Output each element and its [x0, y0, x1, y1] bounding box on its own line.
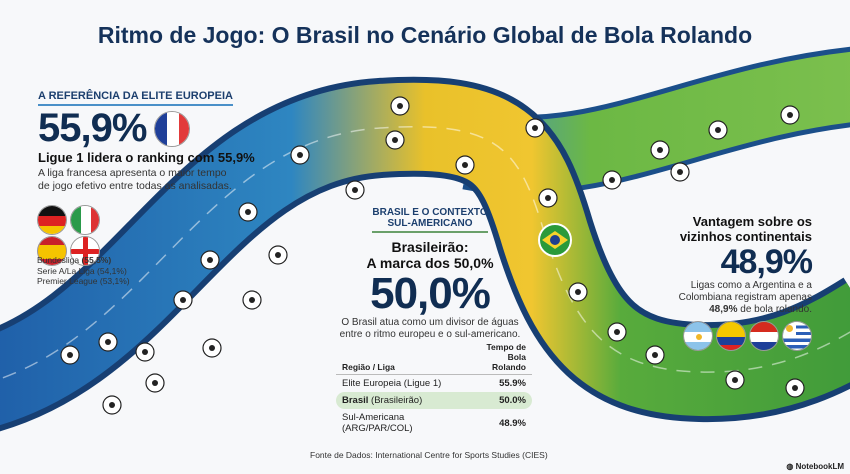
sa-flags [612, 321, 812, 351]
soccer-ball-patch [392, 137, 398, 143]
soccer-ball-patch [609, 177, 615, 183]
table-header-region: Região / Liga [336, 340, 470, 375]
uruguay-flag-icon [782, 321, 812, 351]
soccer-ball-patch [352, 187, 358, 193]
notebooklm-logo: ◍ NotebookLM [786, 462, 844, 471]
soccer-ball-patch [109, 402, 115, 408]
soccer-ball-patch [657, 147, 663, 153]
soccer-ball-patch [297, 152, 303, 158]
table-row: Sul-Americana (ARG/PAR/COL) 48.9% [342, 412, 526, 434]
soccer-ball-patch [715, 127, 721, 133]
league-item: Serie A/La Liga (54,1%) [37, 265, 127, 276]
paraguay-flag-icon [749, 321, 779, 351]
france-flag-icon [154, 110, 191, 147]
soccer-ball-patch [462, 162, 468, 168]
europe-value: 55,9% [38, 106, 147, 150]
soccer-ball-patch [152, 380, 158, 386]
soccer-ball-patch [532, 125, 538, 131]
soccer-ball-patch [249, 297, 255, 303]
brazil-description-line1: O Brasil atua como um divisor de águas [341, 317, 519, 328]
soccer-ball-patch [677, 169, 683, 175]
soccer-ball-patch [209, 345, 215, 351]
league-item: Premier League (53,1%) [37, 276, 130, 286]
table-header-time: Tempo de Bola Rolando [469, 340, 532, 375]
sa-value: 48,9% [720, 243, 813, 281]
colombia-flag-icon [716, 321, 746, 351]
page-title: Ritmo de Jogo: O Brasil no Cenário Globa… [97, 22, 753, 48]
soccer-ball-patch [142, 349, 148, 355]
soccer-ball-patch [397, 103, 403, 109]
soccer-ball-patch [652, 352, 658, 358]
soccer-ball-patch [787, 112, 793, 118]
table-row-highlighted: Brasil (Brasileirão) 50.0% [336, 392, 532, 409]
argentina-flag-icon [683, 321, 713, 351]
europe-headline: Ligue 1 lidera o ranking com 55,9% [38, 150, 255, 165]
soccer-balls [60, 96, 805, 415]
europe-kicker: A REFERÊNCIA DA ELITE EUROPEIA [38, 90, 233, 106]
brazil-description-line2: entre o ritmo europeu e o sul-americano. [339, 329, 521, 340]
spain-flag-icon [37, 236, 67, 266]
soccer-ball-patch [545, 195, 551, 201]
italy-flag-icon [70, 205, 100, 235]
brazil-headline-line1: Brasileirão: [391, 239, 469, 255]
soccer-ball-patch [67, 352, 73, 358]
brazil-section: BRASIL E O CONTEXTO SUL-AMERICANO Brasil… [330, 207, 530, 341]
soccer-ball-patch [245, 209, 251, 215]
sa-headline-line1: Vantagem sobre os [692, 214, 812, 229]
data-source: Fonte de Dados: International Centre for… [310, 450, 548, 460]
england-flag-icon [70, 236, 100, 266]
soccer-ball-patch [275, 252, 281, 258]
soccer-ball-patch [792, 385, 798, 391]
league-item: Bundesliga (55,5%) [37, 255, 112, 265]
brazil-kicker-line2: SUL-AMERICANO [387, 218, 473, 229]
europe-flags [37, 205, 102, 266]
sa-description-line2: Colombiana registram apenas [678, 292, 812, 303]
europe-league-list: Bundesliga (55,5%) Serie A/La Liga (54,1… [37, 255, 130, 287]
soccer-ball-patch [575, 289, 581, 295]
soccer-ball-patch [614, 329, 620, 335]
table-row: Elite Europeia (Ligue 1) 55.9% [342, 378, 526, 389]
sa-description-line3: 48,9% de bola rolando. [709, 304, 812, 315]
comparison-table: Região / Liga Tempo de Bola Rolando Elite… [336, 340, 532, 437]
sa-headline-line2: vizinhos continentais [679, 229, 812, 244]
soccer-ball-patch [180, 297, 186, 303]
europe-description: A liga francesa apresenta o maior tempo … [38, 167, 232, 192]
europe-section: A REFERÊNCIA DA ELITE EUROPEIA [38, 86, 233, 106]
soccer-ball-patch [207, 257, 213, 263]
germany-flag-icon [37, 205, 67, 235]
sa-description-line1: Ligas como a Argentina e a [690, 280, 812, 291]
soccer-ball-patch [732, 377, 738, 383]
brazil-headline-line2: A marca dos 50,0% [366, 255, 494, 271]
south-america-section: Vantagem sobre os vizinhos continentais … [612, 214, 813, 351]
brazil-value: 50,0% [370, 269, 491, 318]
brazil-flag-icon [538, 223, 572, 257]
brazil-kicker-line1: BRASIL E O CONTEXTO [372, 207, 488, 218]
soccer-ball-patch [105, 339, 111, 345]
